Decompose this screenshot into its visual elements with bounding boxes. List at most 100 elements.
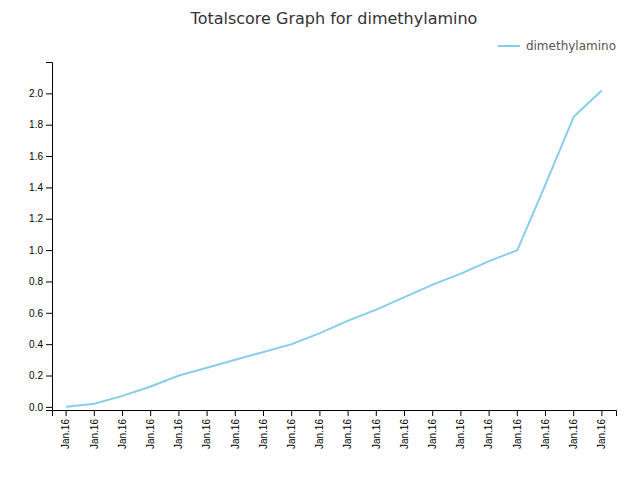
x-tick: Jan.16: [117, 410, 128, 449]
y-axis: 0.0 0.2 0.4 0.6 0.8 1.0 1.2 1.4 1.6 1.8 2.0: [29, 63, 52, 413]
y-tick-mark: [46, 219, 52, 220]
x-tick-label: Jan.16: [60, 419, 71, 449]
y-tick-label: 1.2: [29, 213, 43, 224]
legend-swatch: [498, 45, 520, 47]
x-tick-mark: [489, 410, 490, 416]
y-tick-mark: [46, 250, 52, 251]
y-tick-label: 0.8: [29, 276, 43, 287]
x-tick: Jan.16: [258, 410, 269, 449]
x-tick: Jan.16: [596, 410, 607, 449]
y-tick-mark: [46, 407, 52, 408]
y-tick-mark: [46, 376, 52, 377]
x-tick: Jan.16: [540, 410, 551, 449]
x-tick-mark: [601, 410, 602, 416]
x-tick-mark: [545, 410, 546, 416]
chart-container: 0.00.20.40.60.81.01.21.41.61.82.0Jan.16J…: [0, 0, 640, 480]
series-line: [66, 90, 602, 407]
x-tick-label: Jan.16: [427, 419, 438, 449]
x-tick-mark: [348, 410, 349, 416]
y-tick-label: 1.8: [29, 119, 43, 130]
y-tick: 1.2: [29, 213, 52, 224]
x-tick: Jan.16: [145, 410, 156, 449]
x-tick-label: Jan.16: [314, 419, 325, 449]
x-tick-label: Jan.16: [145, 419, 156, 449]
x-tick-label: Jan.16: [230, 419, 241, 449]
y-tick-mark: [46, 344, 52, 345]
x-tick-label: Jan.16: [399, 419, 410, 449]
x-tick-label: Jan.16: [371, 419, 382, 449]
x-tick: Jan.16: [342, 410, 353, 449]
x-tick-mark: [263, 410, 264, 416]
y-tick-mark: [46, 93, 52, 94]
y-tick-label: 0.0: [29, 402, 43, 413]
x-tick: Jan.16: [173, 410, 184, 449]
y-tick-label: 1.6: [29, 151, 43, 162]
x-tick: Jan.16: [483, 410, 494, 449]
x-tick-label: Jan.16: [483, 419, 494, 449]
x-tick-mark: [150, 410, 151, 416]
legend: dimethylamino: [498, 39, 616, 53]
y-tick: 0.8: [29, 276, 52, 287]
chart: 0.00.20.40.60.81.01.21.41.61.82.0Jan.16J…: [0, 0, 640, 480]
x-tick-label: Jan.16: [201, 419, 212, 449]
x-tick-label: Jan.16: [342, 419, 353, 449]
legend-label: dimethylamino: [526, 39, 616, 53]
y-tick: 0.0: [29, 402, 52, 413]
x-tick-label: Jan.16: [596, 419, 607, 449]
marks: [66, 90, 602, 407]
x-axis-line: [53, 411, 617, 417]
y-tick: 0.2: [29, 370, 52, 381]
x-tick-mark: [235, 410, 236, 416]
x-tick-mark: [460, 410, 461, 416]
x-tick-mark: [122, 410, 123, 416]
x-tick-mark: [66, 410, 67, 416]
x-tick: Jan.16: [399, 410, 410, 449]
y-tick-label: 0.4: [29, 339, 43, 350]
y-tick: 0.6: [29, 308, 52, 319]
x-tick: Jan.16: [427, 410, 438, 449]
y-tick-label: 1.4: [29, 182, 43, 193]
y-tick-mark: [46, 281, 52, 282]
y-tick-mark: [46, 313, 52, 314]
y-tick-label: 1.0: [29, 245, 43, 256]
x-tick-label: Jan.16: [173, 419, 184, 449]
x-tick: Jan.16: [455, 410, 466, 449]
x-tick-mark: [94, 410, 95, 416]
y-tick: 1.8: [29, 119, 52, 130]
x-tick: Jan.16: [314, 410, 325, 449]
x-tick-label: Jan.16: [455, 419, 466, 449]
y-tick-label: 0.6: [29, 308, 43, 319]
x-tick: Jan.16: [512, 410, 523, 449]
y-tick-label: 0.2: [29, 370, 43, 381]
y-tick-mark: [46, 187, 52, 188]
y-tick-label: 2.0: [29, 88, 43, 99]
x-tick-mark: [404, 410, 405, 416]
y-tick: 0.4: [29, 339, 52, 350]
x-tick-label: Jan.16: [568, 419, 579, 449]
x-tick: Jan.16: [201, 410, 212, 449]
x-axis: Jan.16 Jan.16 Jan.16 Jan.16 Jan.16 Jan.16 Jan.…: [53, 410, 617, 449]
x-tick-mark: [291, 410, 292, 416]
y-tick: 1.4: [29, 182, 52, 193]
plot-area: 0.00.20.40.60.81.01.21.41.61.82.0Jan.16J…: [29, 63, 616, 450]
y-tick-mark: [46, 156, 52, 157]
y-tick-mark: [46, 125, 52, 126]
x-tick-mark: [517, 410, 518, 416]
x-tick-mark: [376, 410, 377, 416]
y-tick: 2.0: [29, 88, 52, 99]
x-tick-mark: [432, 410, 433, 416]
x-tick: Jan.16: [286, 410, 297, 449]
x-tick-mark: [207, 410, 208, 416]
x-tick-label: Jan.16: [512, 419, 523, 449]
x-tick-label: Jan.16: [117, 419, 128, 449]
y-tick: 1.6: [29, 151, 52, 162]
x-tick: Jan.16: [371, 410, 382, 449]
x-tick-label: Jan.16: [286, 419, 297, 449]
title: Totalscore Graph for dimethylamino: [190, 9, 478, 28]
y-tick: 1.0: [29, 245, 52, 256]
x-tick-label: Jan.16: [89, 419, 100, 449]
x-tick-mark: [319, 410, 320, 416]
x-tick-mark: [573, 410, 574, 416]
x-tick-mark: [178, 410, 179, 416]
x-tick: Jan.16: [230, 410, 241, 449]
